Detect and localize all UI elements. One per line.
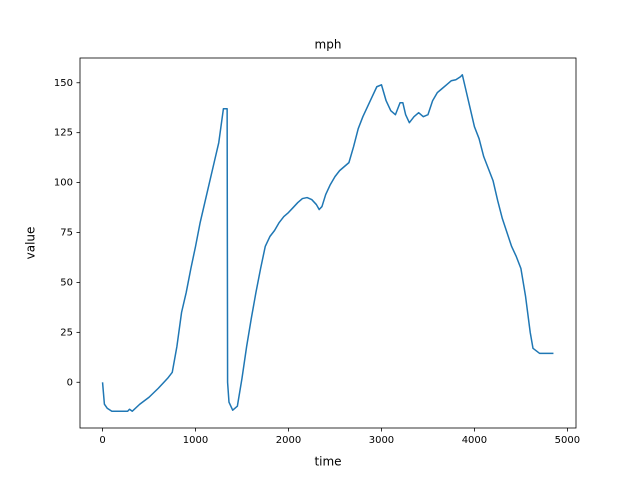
y-tick-label: 0: [67, 377, 73, 388]
y-tick-label: 125: [54, 128, 73, 139]
x-tick-label: 0: [99, 435, 105, 446]
x-tick-label: 5000: [555, 435, 580, 446]
y-tick-label: 100: [54, 178, 73, 189]
plot-frame: [79, 57, 577, 429]
y-tick-label: 150: [54, 78, 73, 89]
x-tick-label: 4000: [462, 435, 487, 446]
y-tick-label: 25: [60, 327, 73, 338]
x-tick-label: 2000: [276, 435, 301, 446]
x-tick-label: 3000: [369, 435, 394, 446]
y-axis-label: value: [24, 227, 38, 260]
chart-title: mph: [315, 38, 342, 52]
x-axis-label: time: [314, 455, 341, 469]
x-tick-label: 1000: [183, 435, 208, 446]
data-line: [101, 74, 554, 412]
y-tick-label: 75: [60, 228, 73, 239]
y-tick-label: 50: [60, 277, 73, 288]
